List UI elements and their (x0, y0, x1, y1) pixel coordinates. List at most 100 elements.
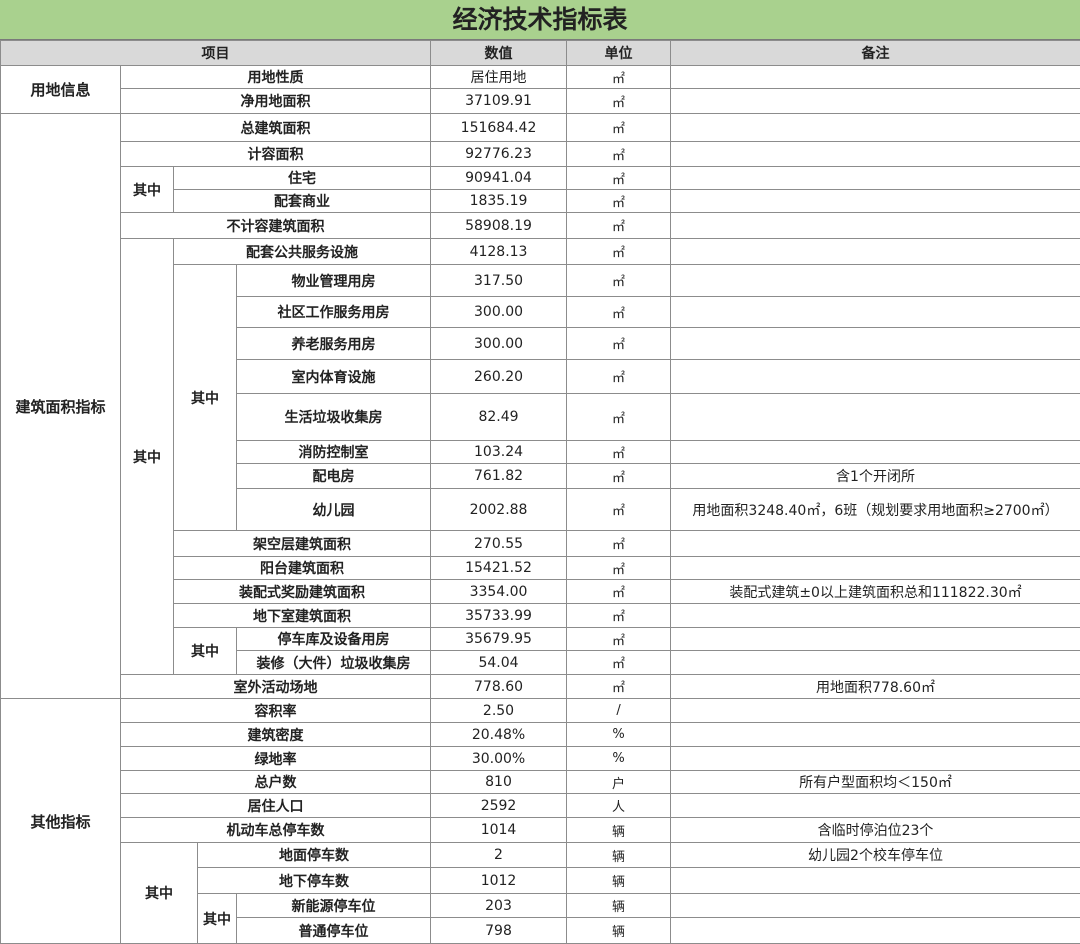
row-note: 幼儿园2个校车停车位 (671, 843, 1080, 868)
among-group-cell: 其中 (121, 167, 174, 213)
row-label: 不计容建筑面积 (121, 213, 431, 239)
row-value: 3354.00 (431, 580, 567, 604)
row-note (671, 89, 1080, 114)
row-note (671, 114, 1080, 142)
row-note (671, 604, 1080, 628)
row-label: 普通停车位 (237, 918, 431, 944)
row-note: 用地面积3248.40㎡，6班（规划要求用地面积≥2700㎡） (671, 489, 1080, 531)
row-value: 761.82 (431, 464, 567, 489)
row-label: 阳台建筑面积 (174, 557, 431, 580)
row-label: 地面停车数 (198, 843, 431, 868)
row-label: 计容面积 (121, 142, 431, 167)
row-label: 净用地面积 (121, 89, 431, 114)
row-value: 2002.88 (431, 489, 567, 531)
row-unit: 辆 (567, 818, 671, 843)
row-unit: ㎡ (567, 114, 671, 142)
row-unit: % (567, 723, 671, 747)
row-unit: ㎡ (567, 360, 671, 394)
row-note (671, 394, 1080, 441)
row-note (671, 531, 1080, 557)
row-label: 机动车总停车数 (121, 818, 431, 843)
row-unit: % (567, 747, 671, 771)
row-unit: 辆 (567, 918, 671, 944)
row-unit: ㎡ (567, 441, 671, 464)
row-label: 室内体育设施 (237, 360, 431, 394)
row-note (671, 699, 1080, 723)
row-unit: ㎡ (567, 580, 671, 604)
row-label: 装配式奖励建筑面积 (174, 580, 431, 604)
row-note (671, 328, 1080, 360)
row-label: 配电房 (237, 464, 431, 489)
row-unit: ㎡ (567, 66, 671, 89)
among-group-cell: 其中 (174, 265, 237, 531)
row-note (671, 360, 1080, 394)
row-note (671, 265, 1080, 297)
row-label: 地下室建筑面积 (174, 604, 431, 628)
row-label: 物业管理用房 (237, 265, 431, 297)
header-unit: 单位 (567, 41, 671, 66)
row-label: 地下停车数 (198, 868, 431, 894)
row-value: 15421.52 (431, 557, 567, 580)
row-label: 室外活动场地 (121, 675, 431, 699)
row-note (671, 868, 1080, 894)
row-label: 架空层建筑面积 (174, 531, 431, 557)
row-unit: ㎡ (567, 297, 671, 328)
row-note (671, 747, 1080, 771)
row-unit: ㎡ (567, 142, 671, 167)
row-label: 建筑密度 (121, 723, 431, 747)
row-value: 260.20 (431, 360, 567, 394)
row-value: 2592 (431, 794, 567, 818)
row-unit: ㎡ (567, 531, 671, 557)
header-row: 项目 数值 单位 备注 (1, 41, 1080, 66)
row-value: 90941.04 (431, 167, 567, 190)
row-unit: 辆 (567, 868, 671, 894)
header-value: 数值 (431, 41, 567, 66)
row-unit: ㎡ (567, 675, 671, 699)
row-value: 82.49 (431, 394, 567, 441)
row-value: 300.00 (431, 297, 567, 328)
row-unit: 人 (567, 794, 671, 818)
row-label: 配套公共服务设施 (174, 239, 431, 265)
row-value: 151684.42 (431, 114, 567, 142)
row-note: 含临时停泊位23个 (671, 818, 1080, 843)
row-unit: ㎡ (567, 190, 671, 213)
row-value: 1835.19 (431, 190, 567, 213)
row-note: 装配式建筑±0以上建筑面积总和111822.30㎡ (671, 580, 1080, 604)
row-value: 居住用地 (431, 66, 567, 89)
row-note (671, 794, 1080, 818)
row-label: 新能源停车位 (237, 894, 431, 918)
row-value: 103.24 (431, 441, 567, 464)
row-value: 317.50 (431, 265, 567, 297)
header-note: 备注 (671, 41, 1080, 66)
row-note (671, 918, 1080, 944)
row-label: 社区工作服务用房 (237, 297, 431, 328)
row-value: 2.50 (431, 699, 567, 723)
row-label: 住宅 (174, 167, 431, 190)
row-note (671, 723, 1080, 747)
row-value: 778.60 (431, 675, 567, 699)
table-title: 经济技术指标表 (0, 0, 1080, 40)
row-note (671, 651, 1080, 675)
row-value: 20.48% (431, 723, 567, 747)
row-label: 绿地率 (121, 747, 431, 771)
row-unit: ㎡ (567, 239, 671, 265)
row-value: 798 (431, 918, 567, 944)
row-note (671, 213, 1080, 239)
row-note (671, 441, 1080, 464)
row-label: 总户数 (121, 771, 431, 794)
row-value: 35679.95 (431, 628, 567, 651)
row-note: 所有户型面积均＜150㎡ (671, 771, 1080, 794)
row-label: 养老服务用房 (237, 328, 431, 360)
row-unit: 辆 (567, 843, 671, 868)
row-note (671, 66, 1080, 89)
row-label: 停车库及设备用房 (237, 628, 431, 651)
